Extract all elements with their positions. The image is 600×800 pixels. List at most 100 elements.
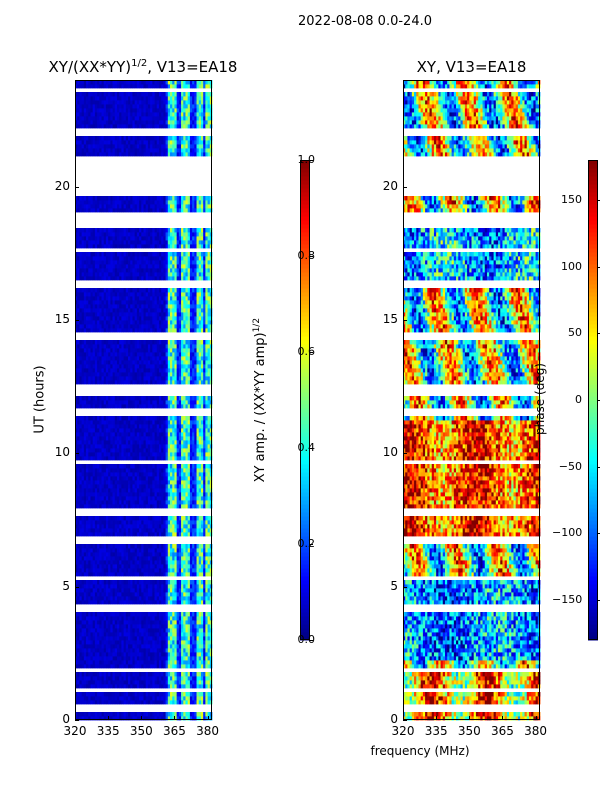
amplitude-cell xyxy=(99,656,102,661)
amplitude-cell xyxy=(165,484,169,489)
amplitude-cell xyxy=(174,648,178,653)
amplitude-cell xyxy=(194,620,197,625)
amplitude-cell xyxy=(181,672,184,677)
amplitude-cell xyxy=(88,660,91,665)
amplitude-cell xyxy=(139,628,142,633)
amplitude-cell xyxy=(101,368,105,373)
amplitude-cell xyxy=(88,568,91,573)
amplitude-cell xyxy=(108,324,111,329)
amplitude-cell xyxy=(203,700,206,705)
amplitude-cell xyxy=(121,380,125,385)
amplitude-cell xyxy=(123,612,127,617)
amplitude-cell xyxy=(145,620,149,625)
amplitude-cell xyxy=(132,456,136,461)
amplitude-cell xyxy=(158,716,162,721)
amplitude-cell xyxy=(101,584,105,589)
amplitude-cell xyxy=(88,484,91,489)
amplitude-cell xyxy=(150,560,153,565)
amplitude-cell xyxy=(81,348,85,353)
amplitude-cell xyxy=(130,596,133,601)
amplitude-cell xyxy=(75,320,78,325)
amplitude-cell xyxy=(189,380,193,385)
amplitude-cell xyxy=(176,612,180,617)
amplitude-cell xyxy=(200,432,204,437)
amplitude-cell xyxy=(172,640,175,645)
amplitude-cell xyxy=(134,484,138,489)
amplitude-cell xyxy=(152,376,155,381)
amplitude-cell xyxy=(170,468,173,473)
amplitude-cell xyxy=(163,400,166,405)
amplitude-cell xyxy=(97,644,100,649)
amplitude-cell xyxy=(105,320,109,325)
amplitude-cell xyxy=(154,340,158,345)
amplitude-cell xyxy=(174,456,178,461)
amplitude-cell xyxy=(116,416,120,421)
amplitude-cell xyxy=(101,532,105,537)
amplitude-cell xyxy=(185,456,189,461)
amplitude-cell xyxy=(143,472,147,477)
amplitude-cell xyxy=(132,352,136,357)
amplitude-cell xyxy=(178,624,182,629)
amplitude-cell xyxy=(196,400,200,405)
amplitude-cell xyxy=(114,672,118,677)
amplitude-cell xyxy=(112,716,116,721)
amplitude-cell xyxy=(83,396,87,401)
amplitude-cell xyxy=(172,476,175,481)
amplitude-cell xyxy=(97,352,100,357)
amplitude-cell xyxy=(90,628,94,633)
amplitude-cell xyxy=(154,612,158,617)
amplitude-cell xyxy=(130,652,133,657)
amplitude-cell xyxy=(152,628,155,633)
amplitude-cell xyxy=(207,340,211,345)
amplitude-cell xyxy=(119,588,122,593)
amplitude-cell xyxy=(121,548,125,553)
amplitude-cell xyxy=(194,360,197,365)
amplitude-cell xyxy=(147,364,151,369)
amplitude-cell xyxy=(194,552,197,557)
amplitude-cell xyxy=(141,596,144,601)
amplitude-cell xyxy=(121,564,125,569)
amplitude-cell xyxy=(94,436,98,441)
amplitude-cell xyxy=(200,520,204,525)
amplitude-cell xyxy=(143,528,147,533)
amplitude-cell xyxy=(207,464,211,469)
amplitude-cell xyxy=(205,648,208,653)
amplitude-cell xyxy=(114,476,118,481)
amplitude-cell xyxy=(185,652,189,657)
amplitude-cell xyxy=(114,640,118,645)
amplitude-cell xyxy=(203,476,206,481)
amplitude-cell xyxy=(150,472,153,477)
amplitude-cell xyxy=(158,468,162,473)
amplitude-cell xyxy=(114,676,118,681)
amplitude-cell xyxy=(123,504,127,509)
amplitude-cell xyxy=(94,368,98,373)
amplitude-cell xyxy=(185,448,189,453)
amplitude-cell xyxy=(170,560,173,565)
amplitude-cell xyxy=(110,636,113,641)
amplitude-cell xyxy=(75,472,78,477)
amplitude-cell xyxy=(207,452,211,457)
amplitude-cell xyxy=(130,484,133,489)
amplitude-cell xyxy=(121,656,125,661)
amplitude-cell xyxy=(121,620,125,625)
amplitude-cell xyxy=(121,584,125,589)
amplitude-cell xyxy=(108,488,111,493)
amplitude-cell xyxy=(176,472,180,477)
amplitude-cell xyxy=(150,596,153,601)
amplitude-cell xyxy=(99,568,102,573)
amplitude-cell xyxy=(172,524,175,529)
amplitude-cell xyxy=(83,568,87,573)
amplitude-cell xyxy=(161,400,164,405)
amplitude-cell xyxy=(181,520,184,525)
amplitude-cell xyxy=(172,492,175,497)
amplitude-cell xyxy=(181,344,184,349)
amplitude-cell xyxy=(77,656,80,661)
amplitude-cell xyxy=(112,572,116,577)
amplitude-cell xyxy=(200,556,204,561)
amplitude-cell xyxy=(141,580,144,585)
amplitude-cell xyxy=(207,656,211,661)
amplitude-cell xyxy=(156,436,160,441)
amplitude-cell xyxy=(121,616,125,621)
amplitude-cell xyxy=(192,524,195,529)
amplitude-cell xyxy=(128,504,131,509)
